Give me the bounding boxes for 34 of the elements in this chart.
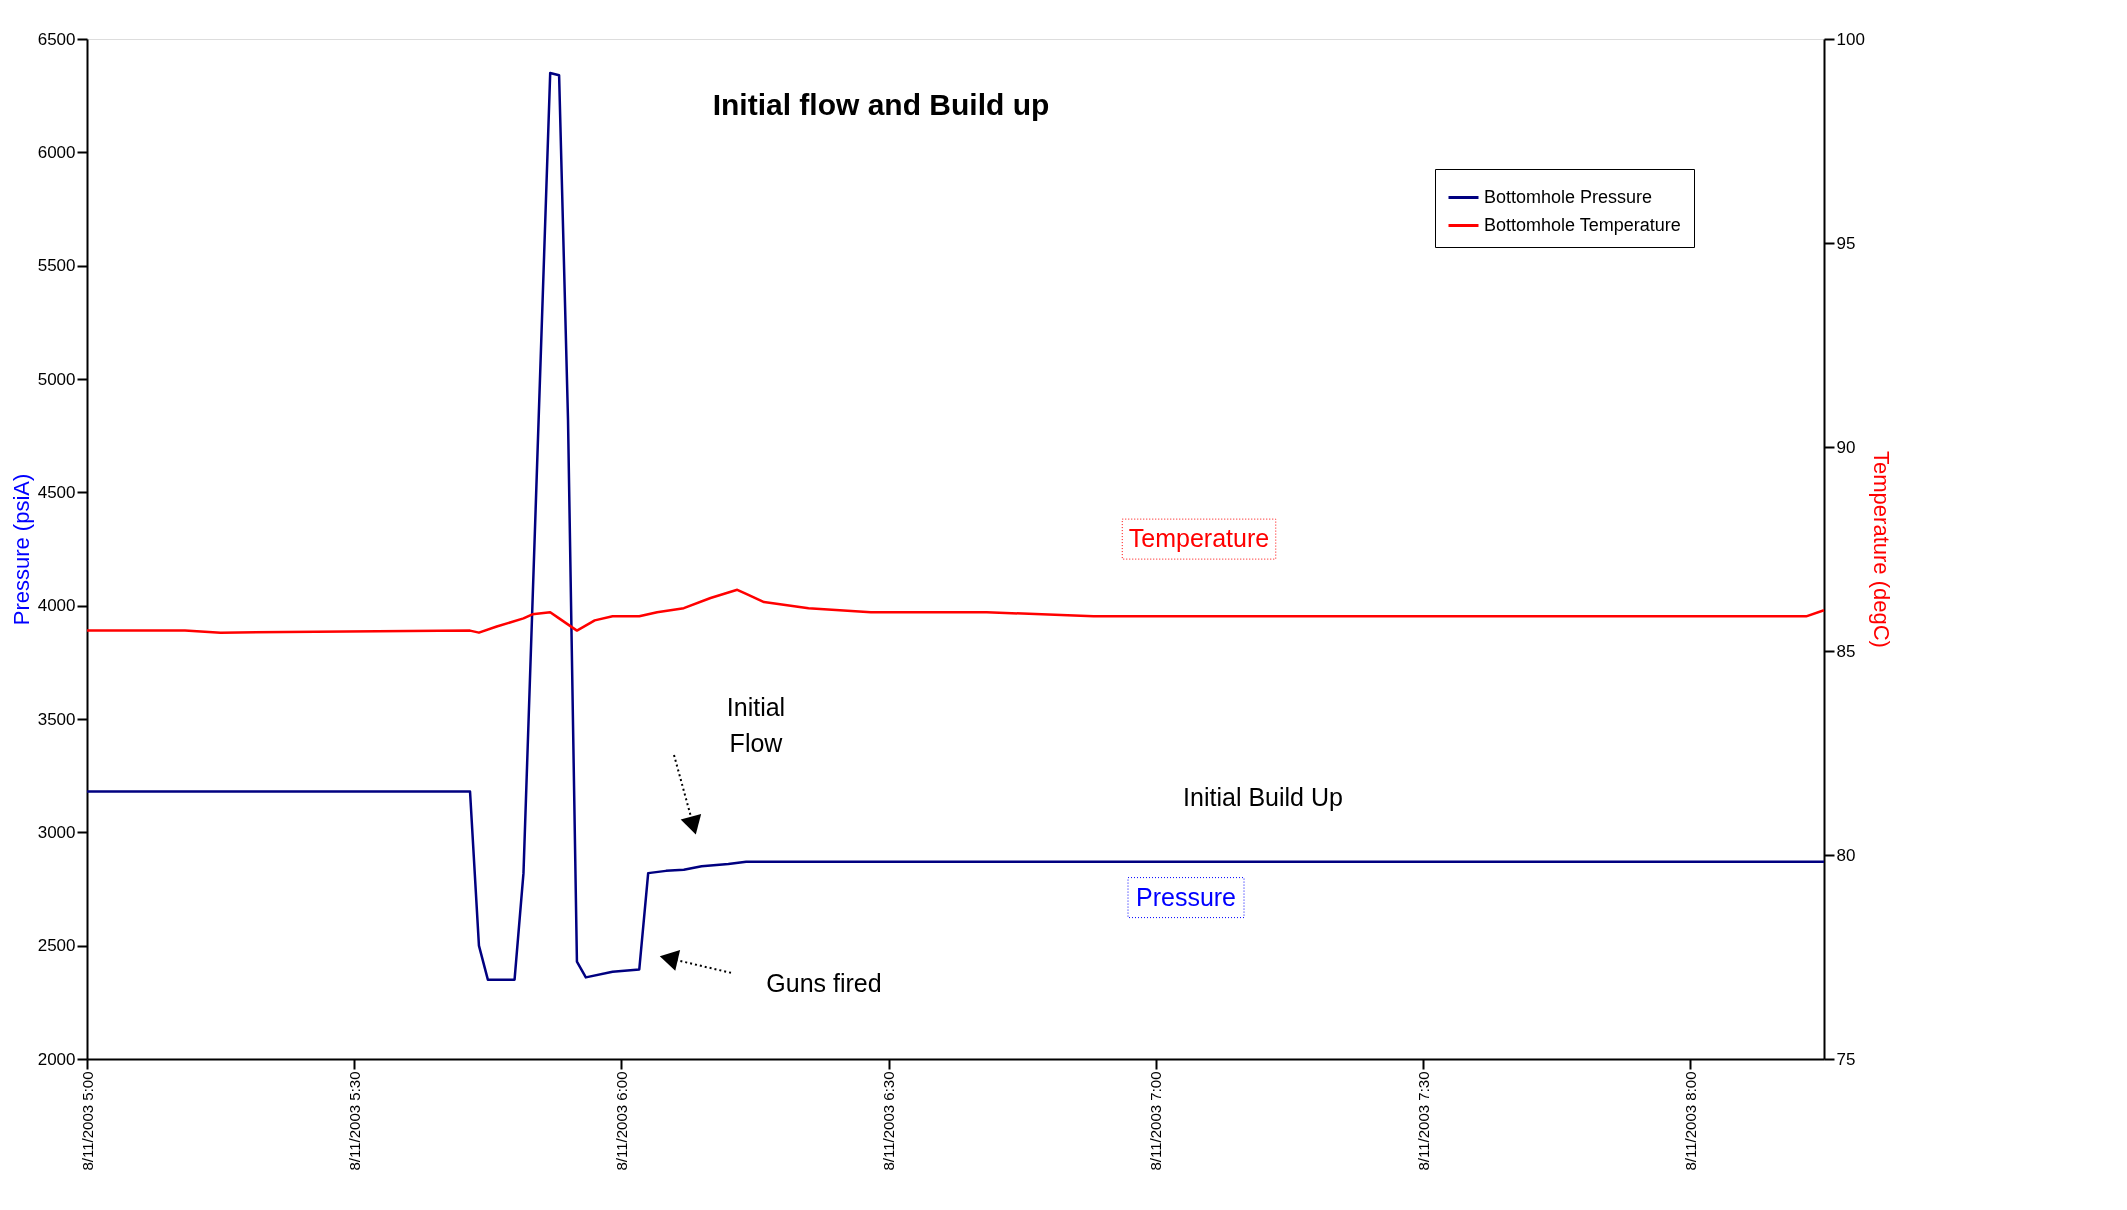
legend-label: Bottomhole Temperature xyxy=(1484,214,1681,235)
y-tick-label: 4000 xyxy=(37,596,76,616)
y-tick-label: 4500 xyxy=(37,482,76,502)
annotation: Temperature xyxy=(1128,524,1270,553)
x-tick-label: 8/11/2003 5:30 xyxy=(345,1071,363,1171)
x-tick-label: 8/11/2003 8:00 xyxy=(1681,1071,1699,1171)
text: Initial flow and Build up xyxy=(712,88,1050,122)
y2-tick-label: 80 xyxy=(1836,845,1856,865)
y-tick-label: 6000 xyxy=(37,142,76,162)
y2-tick-label: 95 xyxy=(1836,233,1856,253)
x-tick-label: 8/11/2003 6:30 xyxy=(880,1071,898,1171)
y-tick-label: 6500 xyxy=(37,29,76,49)
y2-axis-title: Temperature (degC) xyxy=(1868,451,1894,648)
annotation: Guns fired xyxy=(766,968,882,997)
y-tick-label: 5000 xyxy=(37,369,76,389)
y2-tick-label: 75 xyxy=(1836,1049,1856,1069)
y-axis-title: Pressure (psiA) xyxy=(8,473,34,626)
annotation: Initial Build Up xyxy=(1183,782,1343,811)
legend-label: Bottomhole Pressure xyxy=(1484,186,1653,207)
line-series xyxy=(85,588,1826,634)
x-tick-label: 8/11/2003 7:00 xyxy=(1147,1071,1165,1171)
y2-tick-label: 100 xyxy=(1836,29,1865,49)
y2-tick-label: 85 xyxy=(1836,641,1856,661)
annotation: Initial Flow xyxy=(726,693,786,758)
x-tick-label: 8/11/2003 6:00 xyxy=(612,1071,630,1171)
y2-tick-label: 90 xyxy=(1836,437,1856,457)
x-tick-label: 8/11/2003 5:00 xyxy=(78,1071,96,1171)
y-tick-label: 3000 xyxy=(37,822,76,842)
y-tick-label: 2000 xyxy=(37,1049,76,1069)
y-tick-label: 3500 xyxy=(37,709,76,729)
y-tick-label: 5500 xyxy=(37,256,76,276)
x-tick-label: 8/11/2003 7:30 xyxy=(1414,1071,1432,1171)
annotation: Pressure xyxy=(1135,882,1237,911)
y-tick-label: 2500 xyxy=(37,936,76,956)
